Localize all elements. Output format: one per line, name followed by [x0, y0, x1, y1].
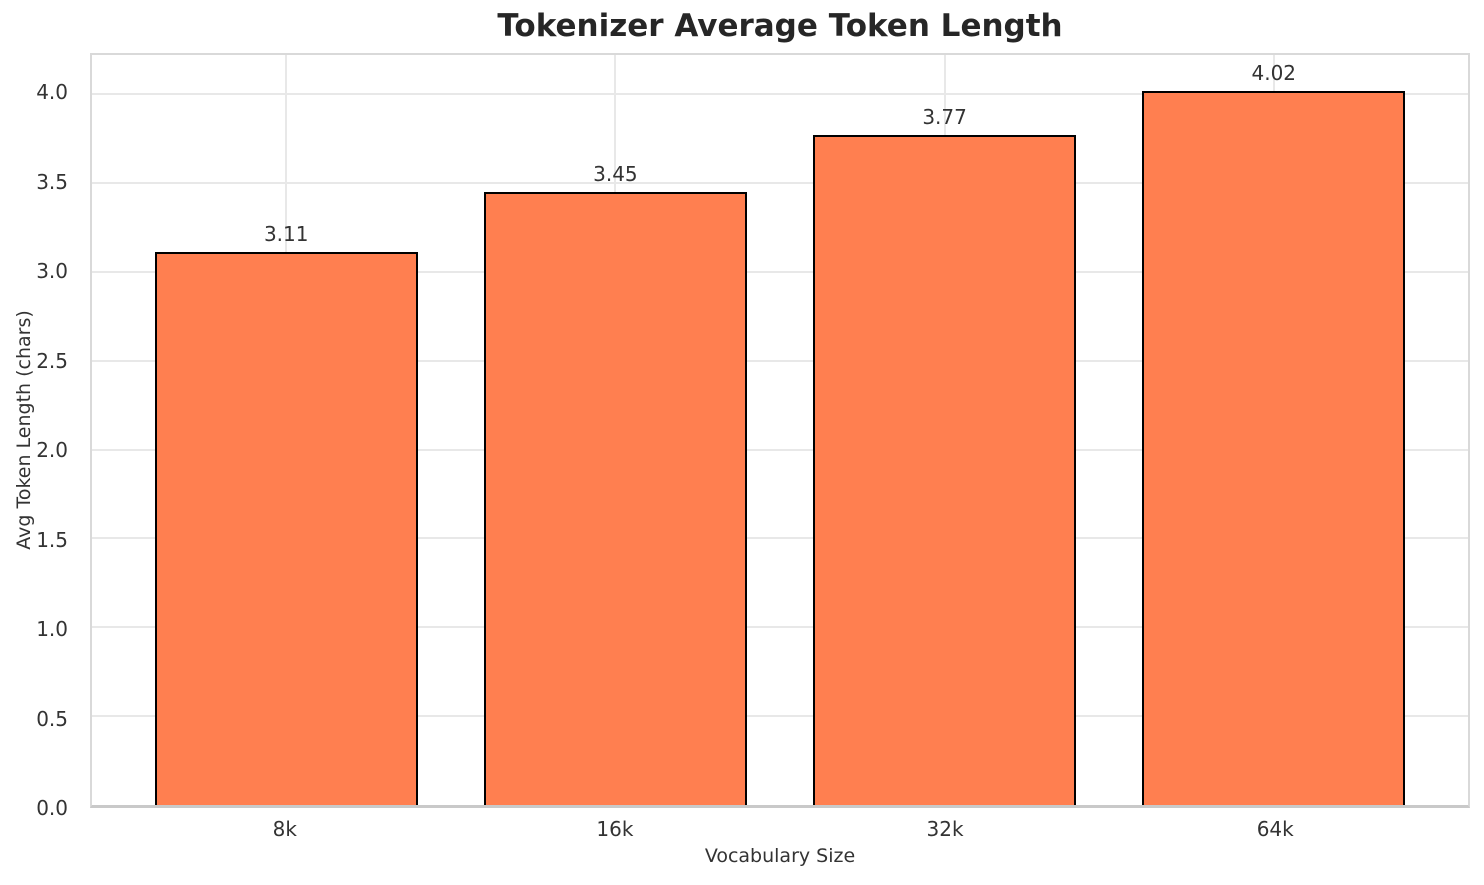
plot-area: 3.11 3.45 3.77 4.02 [90, 53, 1470, 808]
x-axis-label: Vocabulary Size [704, 845, 856, 867]
x-tick-label: 32k [926, 817, 964, 841]
chart-title: Tokenizer Average Token Length [497, 8, 1063, 44]
bar-value-label: 3.11 [263, 222, 309, 247]
bar-32k [812, 134, 1077, 805]
gridline-horizontal [92, 93, 1468, 96]
y-tick-label: 1.5 [36, 527, 68, 552]
y-tick-label: 3.0 [36, 259, 68, 284]
gridline-horizontal [92, 448, 1468, 451]
plot-inner: 3.11 3.45 3.77 4.02 [92, 55, 1468, 805]
y-tick-label: 1.0 [36, 617, 68, 642]
y-tick-label: 0.5 [36, 706, 68, 731]
x-tick-label: 8k [272, 817, 297, 841]
y-axis-label: Avg Token Length (chars) [13, 310, 35, 550]
bar-value-label: 3.77 [922, 104, 967, 129]
x-tick-label: 16k [596, 817, 634, 841]
gridline-horizontal [92, 359, 1468, 362]
gridline-horizontal [92, 181, 1468, 184]
y-tick-label: 0.0 [36, 796, 68, 820]
gridline-horizontal [92, 626, 1468, 629]
bar-8k [154, 252, 418, 805]
y-tick-label: 4.0 [36, 80, 68, 105]
gridline-horizontal [92, 270, 1468, 273]
x-axis-ticks: 8k 16k 32k 64k [90, 817, 1470, 843]
y-tick-label: 2.5 [36, 348, 68, 373]
y-tick-label: 2.0 [36, 438, 68, 463]
bar-value-label: 4.02 [1251, 60, 1297, 85]
y-axis-ticks: 0.0 0.5 1.0 1.5 2.0 2.5 3.0 3.5 4.0 [0, 53, 80, 820]
bar-64k [1142, 90, 1406, 805]
gridline-horizontal [92, 715, 1468, 718]
gridline-horizontal [92, 537, 1468, 540]
bar-16k [483, 191, 748, 805]
x-tick-label: 64k [1256, 817, 1294, 841]
bar-value-label: 3.45 [593, 161, 638, 186]
y-tick-label: 3.5 [36, 169, 68, 194]
